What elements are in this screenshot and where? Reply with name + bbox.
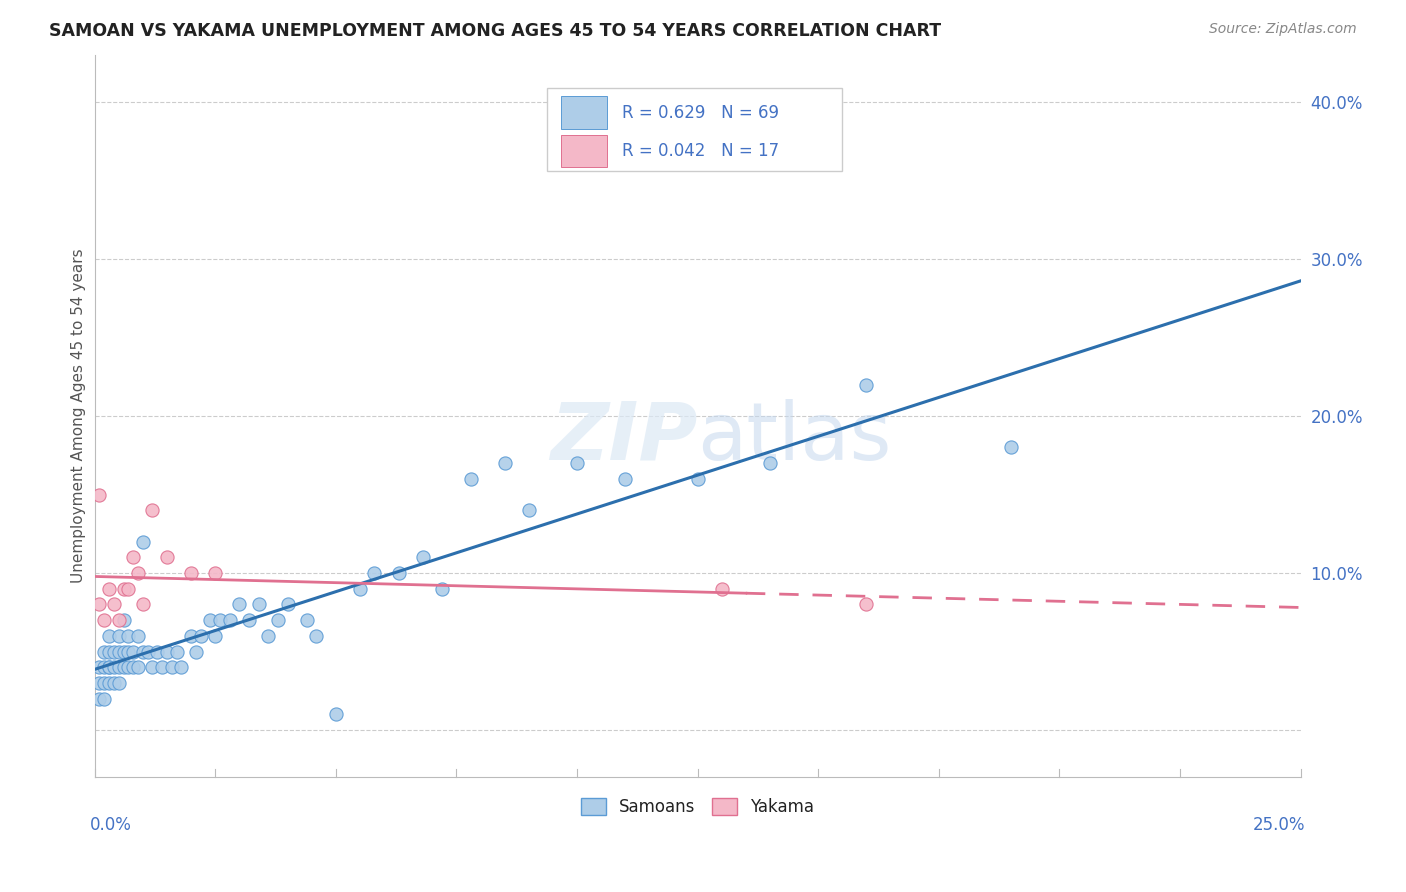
Point (103, 644, 125, 658)
Text: 25.0%: 25.0% (1253, 816, 1306, 834)
Point (89, 487, 111, 501)
Point (170, 660, 193, 674)
Point (93, 660, 115, 674)
Point (295, 613, 318, 627)
Point (132, 534, 155, 549)
Point (117, 644, 139, 658)
Point (103, 598, 125, 612)
Bar (561, 96, 607, 128)
Point (430, 582, 453, 596)
Point (565, 456, 588, 470)
Point (122, 660, 145, 674)
Point (103, 660, 125, 674)
Point (93, 644, 115, 658)
Point (325, 707, 347, 722)
Point (93, 613, 115, 627)
Point (349, 582, 371, 596)
Point (117, 660, 139, 674)
Point (136, 644, 159, 658)
Point (614, 472, 637, 486)
Text: 0.0%: 0.0% (90, 816, 132, 834)
Point (98, 676, 121, 690)
Point (204, 566, 226, 580)
Point (89, 676, 111, 690)
Text: SAMOAN VS YAKAMA UNEMPLOYMENT AMONG AGES 45 TO 54 YEARS CORRELATION CHART: SAMOAN VS YAKAMA UNEMPLOYMENT AMONG AGES… (49, 22, 942, 40)
Point (98, 660, 121, 674)
Point (200, 613, 222, 627)
Point (710, 582, 733, 596)
Point (141, 660, 163, 674)
Point (180, 629, 202, 643)
Point (89, 598, 111, 612)
Point (517, 503, 540, 517)
Point (127, 566, 149, 580)
Point (363, 566, 385, 580)
Point (759, 456, 782, 470)
Point (160, 660, 183, 674)
FancyBboxPatch shape (547, 87, 842, 170)
Point (117, 582, 139, 596)
Y-axis label: Unemployment Among Ages 45 to 54 years: Unemployment Among Ages 45 to 54 years (72, 249, 86, 583)
Point (156, 550, 179, 565)
Point (156, 644, 179, 658)
Bar (561, 135, 607, 167)
Point (267, 613, 290, 627)
Point (107, 676, 129, 690)
Point (98, 629, 121, 643)
Point (184, 644, 207, 658)
Point (460, 472, 482, 486)
Point (89, 691, 111, 706)
Point (686, 472, 709, 486)
Point (305, 629, 328, 643)
Text: atlas: atlas (697, 399, 891, 476)
Point (204, 629, 226, 643)
Legend: Samoans, Yakama: Samoans, Yakama (574, 791, 821, 823)
Point (1000, 441, 1022, 455)
Point (103, 676, 125, 690)
Point (208, 613, 231, 627)
Point (122, 644, 145, 658)
Point (107, 660, 129, 674)
Point (122, 550, 145, 565)
Point (218, 613, 240, 627)
Point (247, 598, 270, 612)
Point (166, 644, 188, 658)
Point (112, 660, 135, 674)
Point (412, 550, 434, 565)
Point (98, 644, 121, 658)
Text: Source: ZipAtlas.com: Source: ZipAtlas.com (1209, 22, 1357, 37)
Point (855, 598, 877, 612)
Point (150, 660, 173, 674)
Point (89, 660, 111, 674)
Text: ZIP: ZIP (550, 399, 697, 476)
Point (127, 660, 149, 674)
Point (146, 644, 169, 658)
Point (494, 456, 516, 470)
Point (127, 629, 149, 643)
Point (855, 377, 877, 392)
Point (93, 691, 115, 706)
Point (112, 582, 135, 596)
Point (132, 598, 155, 612)
Point (257, 629, 280, 643)
Point (107, 644, 129, 658)
Text: R = 0.629   N = 69: R = 0.629 N = 69 (621, 103, 779, 121)
Point (93, 676, 115, 690)
Point (180, 566, 202, 580)
Point (190, 629, 212, 643)
Point (98, 660, 121, 674)
Point (238, 613, 260, 627)
Point (228, 598, 250, 612)
Point (107, 629, 129, 643)
Point (277, 598, 299, 612)
Text: R = 0.042   N = 17: R = 0.042 N = 17 (621, 142, 779, 160)
Point (387, 566, 409, 580)
Point (112, 613, 135, 627)
Point (141, 503, 163, 517)
Point (117, 629, 139, 643)
Point (98, 582, 121, 596)
Point (132, 644, 155, 658)
Point (112, 644, 135, 658)
Point (107, 613, 129, 627)
